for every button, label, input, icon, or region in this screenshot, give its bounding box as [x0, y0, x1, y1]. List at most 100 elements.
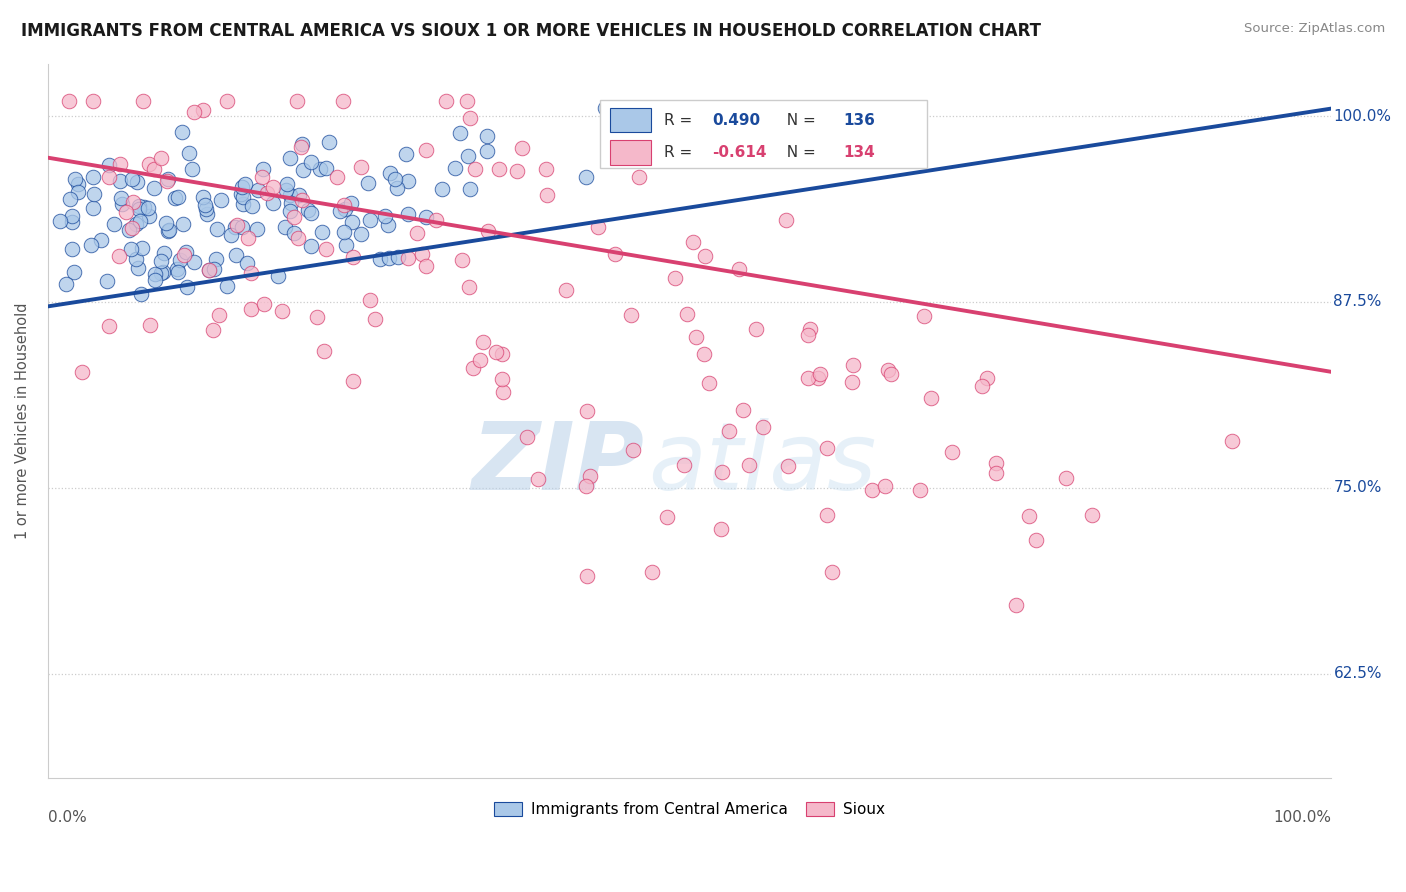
Point: [415, 211, 437, 225]
Point: [153, 245, 176, 260]
Point: [972, 379, 994, 393]
Point: [299, 238, 322, 252]
Point: [333, 225, 356, 239]
Point: [778, 458, 800, 473]
Point: [142, 161, 165, 176]
Point: [332, 94, 354, 108]
Point: [799, 322, 821, 336]
Point: [396, 251, 419, 265]
Point: [491, 372, 513, 386]
Text: N =: N =: [776, 112, 820, 128]
Point: [280, 187, 302, 202]
Point: [676, 307, 699, 321]
Point: [359, 213, 381, 227]
Point: [67, 185, 90, 199]
Point: [108, 249, 131, 263]
Point: [685, 330, 707, 344]
Point: [333, 197, 356, 211]
Point: [737, 458, 759, 473]
Point: [262, 180, 284, 194]
Point: [468, 353, 491, 368]
Point: [157, 223, 180, 237]
Point: [350, 227, 373, 241]
Point: [90, 233, 112, 247]
Point: [378, 166, 401, 180]
Point: [55, 277, 77, 291]
Point: [1004, 599, 1026, 613]
Point: [796, 371, 818, 385]
Point: [603, 247, 626, 261]
Point: [477, 144, 499, 158]
Point: [697, 376, 720, 391]
Point: [586, 219, 609, 234]
Point: [335, 237, 357, 252]
Point: [415, 143, 437, 157]
Point: [127, 175, 149, 189]
Point: [195, 202, 218, 216]
Point: [342, 215, 364, 229]
Point: [97, 158, 120, 172]
Point: [63, 171, 86, 186]
Point: [138, 157, 160, 171]
Point: [125, 217, 148, 231]
FancyBboxPatch shape: [599, 100, 927, 168]
Text: 100.0%: 100.0%: [1333, 109, 1392, 124]
Text: 100.0%: 100.0%: [1272, 810, 1331, 825]
Point: [377, 218, 399, 232]
Point: [280, 196, 302, 211]
Point: [129, 286, 152, 301]
Point: [1054, 471, 1077, 485]
Point: [315, 242, 337, 256]
Point: [252, 161, 274, 176]
Point: [183, 105, 205, 120]
Point: [299, 206, 322, 220]
Point: [179, 145, 201, 160]
Point: [912, 309, 935, 323]
Point: [60, 242, 83, 256]
Point: [131, 241, 153, 255]
Point: [485, 345, 508, 359]
Point: [108, 174, 131, 188]
Point: [340, 196, 363, 211]
Point: [875, 479, 897, 493]
Point: [682, 235, 704, 250]
Point: [655, 510, 678, 524]
Point: [236, 231, 259, 245]
Point: [59, 193, 82, 207]
Legend: Immigrants from Central America, Sioux: Immigrants from Central America, Sioux: [488, 796, 891, 823]
Text: R =: R =: [664, 112, 697, 128]
Point: [132, 200, 155, 214]
Point: [359, 293, 381, 307]
Point: [920, 391, 942, 405]
Point: [620, 308, 643, 322]
Point: [461, 361, 484, 376]
Point: [807, 371, 830, 385]
Point: [411, 247, 433, 261]
FancyBboxPatch shape: [610, 108, 651, 132]
Point: [82, 169, 104, 184]
Point: [98, 169, 121, 184]
Text: IMMIGRANTS FROM CENTRAL AMERICA VS SIOUX 1 OR MORE VEHICLES IN HOUSEHOLD CORRELA: IMMIGRANTS FROM CENTRAL AMERICA VS SIOUX…: [21, 22, 1040, 40]
Point: [152, 265, 174, 279]
Point: [315, 161, 337, 175]
Text: 134: 134: [844, 145, 875, 160]
Point: [695, 249, 717, 263]
Point: [472, 334, 495, 349]
Point: [60, 209, 83, 223]
Point: [96, 274, 118, 288]
Point: [97, 319, 120, 334]
Point: [1080, 508, 1102, 522]
Point: [176, 279, 198, 293]
Point: [378, 252, 401, 266]
Point: [138, 318, 160, 332]
Point: [285, 94, 308, 108]
Point: [984, 456, 1007, 470]
Point: [183, 255, 205, 269]
Point: [312, 343, 335, 358]
Point: [115, 205, 138, 219]
Point: [534, 161, 557, 176]
Point: [434, 94, 457, 108]
Point: [841, 376, 863, 390]
Point: [291, 194, 314, 208]
Point: [231, 220, 253, 235]
